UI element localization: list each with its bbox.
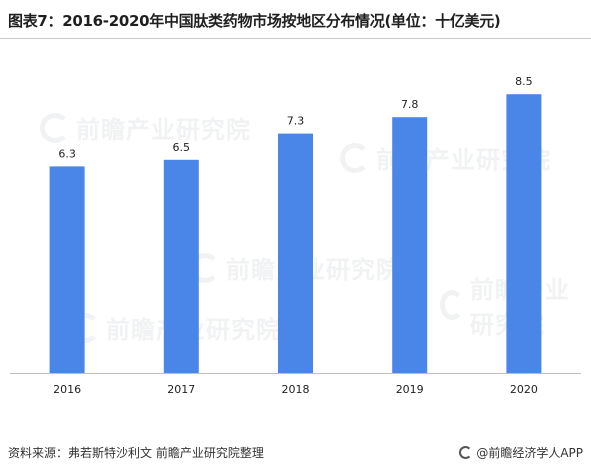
data-label-2020: 8.5 <box>515 75 533 88</box>
bar-2017 <box>163 159 199 373</box>
x-tick-label-2019: 2019 <box>396 383 424 396</box>
chart-title: 图表7：2016-2020年中国肽类药物市场按地区分布情况(单位：十亿美元) <box>8 12 501 30</box>
bar-2018 <box>278 133 313 373</box>
x-tick-label-2018: 2018 <box>282 383 310 396</box>
bars-layer <box>49 94 542 373</box>
labels-layer: 6.3 2016 6.5 2017 7.3 2018 7.8 2019 8.5 2020 <box>53 75 538 396</box>
x-tick-label-2017: 2017 <box>167 383 195 396</box>
data-label-2018: 7.3 <box>287 115 305 128</box>
bar-2020 <box>506 94 542 373</box>
brand-logo-icon <box>459 446 473 459</box>
data-label-2016: 6.3 <box>58 147 76 160</box>
data-label-2017: 6.5 <box>173 141 191 154</box>
bar-2016 <box>49 166 85 373</box>
brand-credit: @前瞻经济学人APP <box>459 444 583 461</box>
source-note: 资料来源：弗若斯特沙利文 前瞻产业研究院整理 <box>8 446 264 460</box>
x-tick-label-2020: 2020 <box>510 383 538 396</box>
title-divider <box>0 38 591 39</box>
brand-credit-text: @前瞻经济学人APP <box>476 446 583 460</box>
bar-2019 <box>392 117 428 373</box>
data-label-2019: 7.8 <box>401 98 419 111</box>
x-tick-label-2016: 2016 <box>53 383 81 396</box>
